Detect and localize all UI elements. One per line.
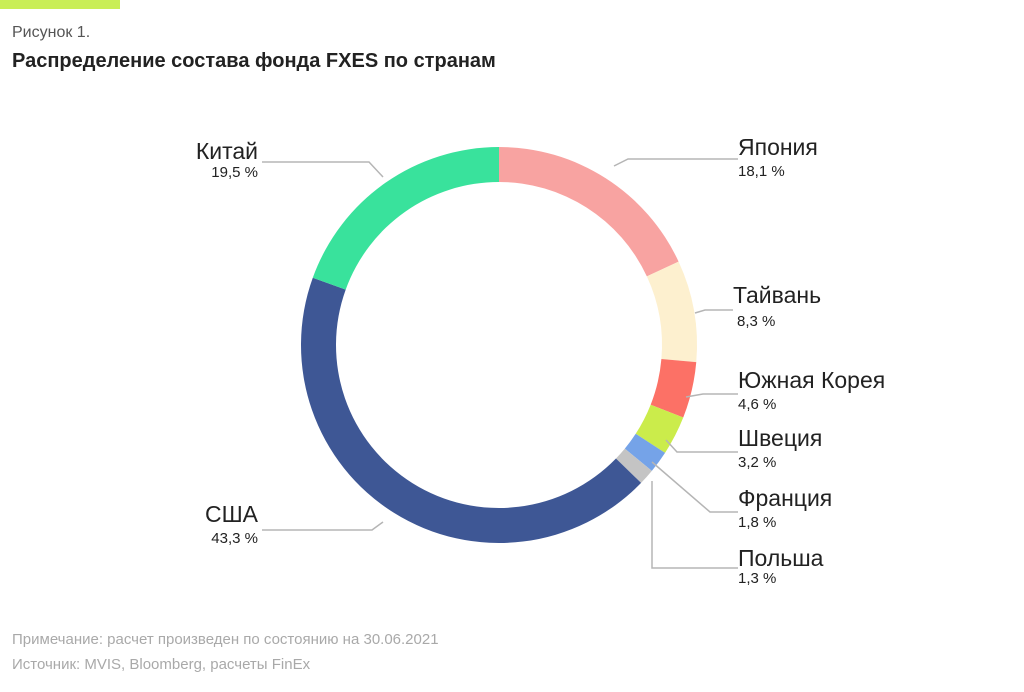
label-япония: Япония: [738, 134, 818, 160]
chart-title: Распределение состава фонда FXES по стра…: [12, 50, 496, 72]
value-франция: 1,8 %: [738, 514, 776, 531]
accent-bar: [0, 0, 120, 9]
label-сша: США: [205, 501, 259, 527]
value-япония: 18,1 %: [738, 163, 785, 180]
leader-line-польша: [651, 481, 738, 569]
label-польша: Польша: [738, 545, 824, 571]
slice-китай: [312, 147, 499, 290]
value-южная-корея: 4,6 %: [738, 396, 776, 413]
value-польша: 1,3 %: [738, 570, 776, 587]
leader-line-сша: [262, 521, 384, 531]
leader-line-франция: [651, 461, 738, 513]
figure-label: Рисунок 1.: [12, 24, 91, 41]
leader-line-швеция: [665, 439, 738, 453]
leader-line-южная-корея: [685, 393, 738, 398]
label-тайвань: Тайвань: [733, 282, 821, 308]
source-line: Источник: MVIS, Bloomberg, расчеты FinEx: [12, 656, 311, 673]
slice-южная-корея: [650, 359, 697, 418]
label-франция: Франция: [738, 485, 832, 511]
label-швеция: Швеция: [738, 425, 822, 451]
label-китай: Китай: [196, 138, 258, 164]
value-тайвань: 8,3 %: [737, 313, 775, 330]
slice-франция: [624, 433, 666, 471]
slice-сша: [301, 277, 642, 543]
slice-швеция: [635, 404, 684, 453]
label-южная-корея: Южная Корея: [738, 367, 885, 393]
footnote: Примечание: расчет произведен по состоян…: [12, 631, 439, 648]
leader-line-япония: [613, 158, 738, 167]
value-швеция: 3,2 %: [738, 454, 776, 471]
value-сша: 43,3 %: [211, 530, 258, 547]
value-китай: 19,5 %: [211, 164, 258, 181]
slice-тайвань: [646, 261, 698, 363]
leader-line-тайвань: [694, 309, 733, 314]
leader-line-китай: [262, 161, 384, 178]
slice-польша: [615, 448, 652, 483]
slice-япония: [499, 147, 679, 277]
